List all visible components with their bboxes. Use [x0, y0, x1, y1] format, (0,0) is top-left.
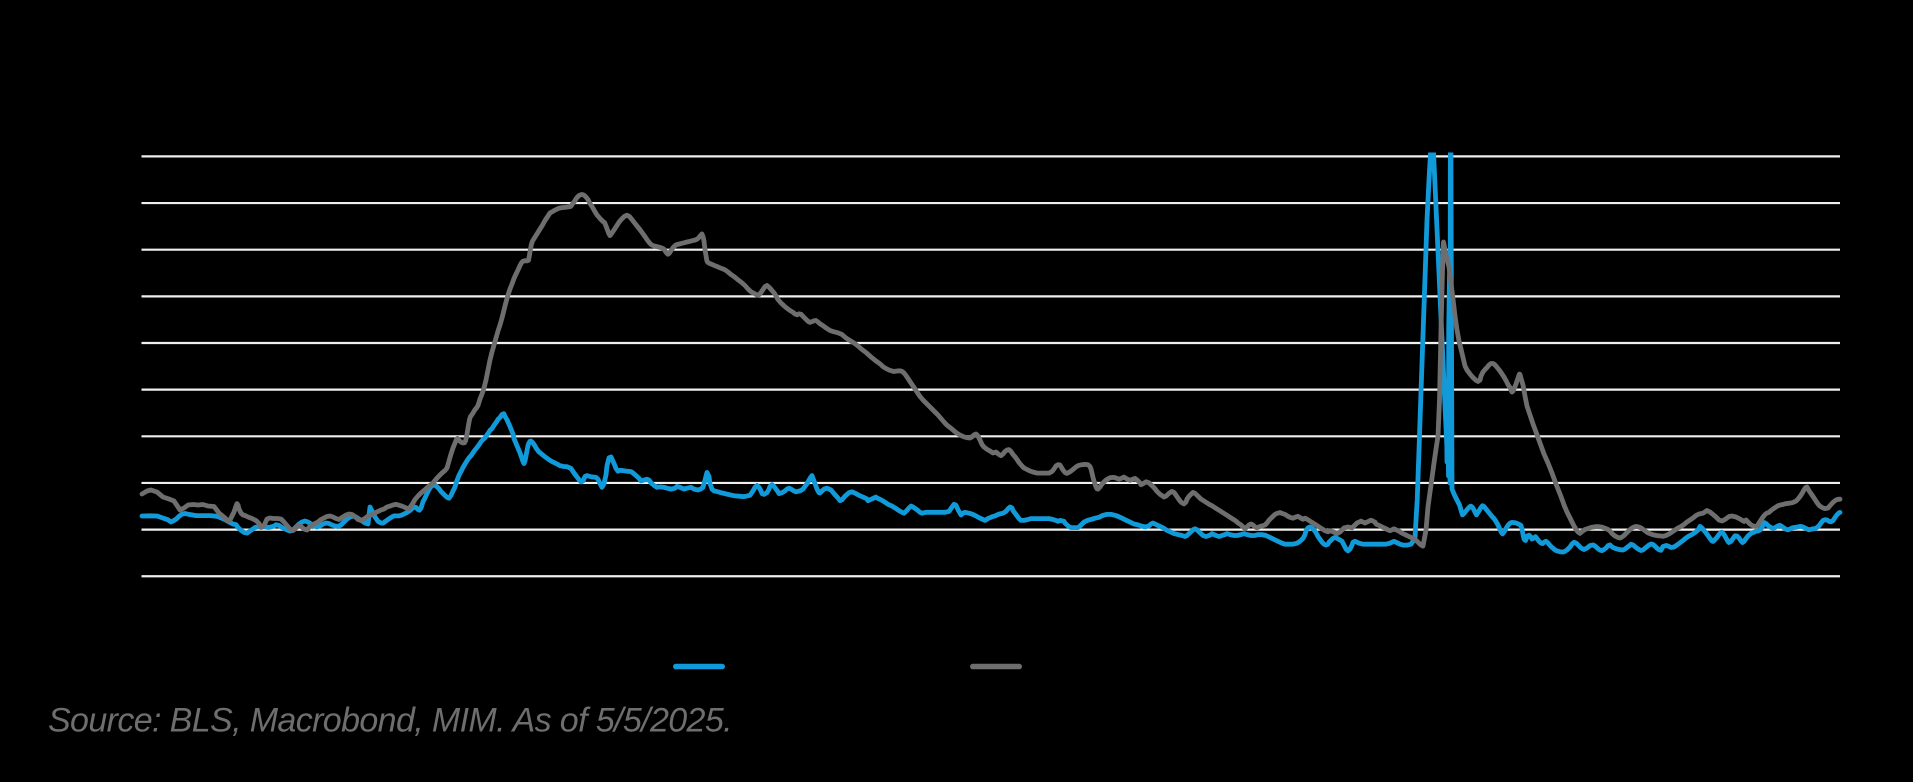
- svg-text:Source: BLS, Macrobond, MIM. A: Source: BLS, Macrobond, MIM. As of 5/5/2…: [48, 702, 732, 740]
